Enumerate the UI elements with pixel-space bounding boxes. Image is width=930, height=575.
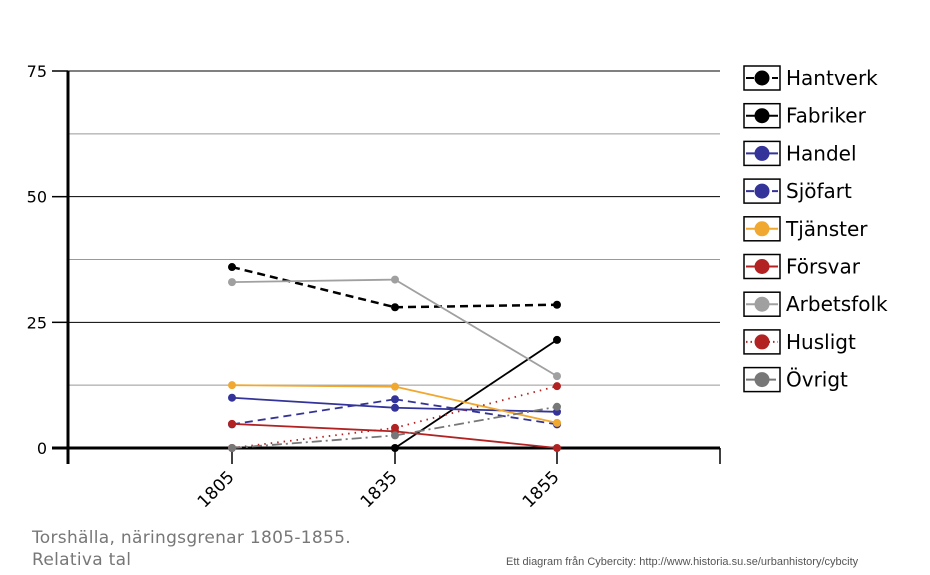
legend-label-handel: Handel	[786, 141, 857, 165]
series-line-hantverk	[231, 265, 396, 309]
data-point-husligt	[391, 423, 399, 432]
legend-label-hantverk: Hantverk	[786, 66, 878, 90]
series-line-arbetsfolk	[231, 278, 396, 284]
data-point-arbetsfolk	[228, 278, 236, 287]
y-tick-label: 0	[37, 439, 47, 458]
x-tick-label: 1835	[357, 467, 402, 512]
data-point-sjöfart	[391, 395, 399, 404]
data-point-övrigt	[391, 431, 399, 440]
caption-title: Torshälla, näringsgrenar 1805-1855.	[32, 528, 351, 548]
data-point-hantverk	[553, 300, 561, 309]
data-point-fabriker	[391, 444, 399, 452]
chart: 0 25 50 75 1805 1835 1855 Hantverk Fabriker Hande…	[27, 62, 888, 512]
series-line-handel	[394, 406, 558, 413]
legend-label-tjänster: Tjänster	[785, 217, 868, 241]
data-point-övrigt	[228, 444, 236, 452]
data-point-övrigt	[553, 402, 561, 411]
series-line-sjöfart	[231, 398, 396, 426]
legend-swatch-dot-handel	[754, 145, 770, 161]
series-line-försvar	[394, 430, 558, 449]
series-line-handel	[231, 396, 396, 409]
legend-swatch-dot-sjöfart	[754, 183, 770, 199]
series-line-sjöfart	[394, 398, 558, 426]
source-credit: Ett diagram från Cybercity: http://www.h…	[506, 556, 859, 568]
series-line-försvar	[231, 422, 396, 433]
series-line-arbetsfolk	[394, 278, 558, 377]
series-line-övrigt	[231, 434, 396, 449]
legend-label-fabriker: Fabriker	[786, 104, 867, 128]
legend-label-försvar: Försvar	[786, 255, 861, 279]
legend-label-övrigt: Övrigt	[786, 368, 848, 392]
series-line-tjänster	[231, 384, 396, 388]
data-point-försvar	[553, 444, 561, 452]
legend-swatch-dot-fabriker	[754, 108, 770, 124]
legend-swatch-dot-arbetsfolk	[754, 296, 770, 312]
series-line-hantverk	[394, 303, 558, 309]
data-point-fabriker	[553, 335, 561, 344]
legend-swatch-dot-övrigt	[754, 372, 770, 388]
data-point-arbetsfolk	[553, 372, 561, 381]
series-line-övrigt	[394, 405, 558, 437]
data-point-handel	[228, 393, 236, 402]
legend-label-sjöfart: Sjöfart	[786, 179, 852, 203]
legend-label-husligt: Husligt	[786, 330, 856, 354]
data-point-arbetsfolk	[391, 275, 399, 284]
legend-swatch-dot-tjänster	[754, 221, 770, 237]
chart-caption: Torshälla, näringsgrenar 1805-1855. Rela…	[32, 527, 351, 571]
data-point-tjänster	[228, 381, 236, 390]
x-tick-label: 1855	[519, 467, 564, 512]
legend-swatch-dot-hantverk	[754, 70, 770, 86]
series-line-husligt	[231, 427, 396, 449]
data-point-husligt	[553, 382, 561, 391]
y-tick-label: 50	[27, 188, 47, 207]
data-point-hantverk	[391, 303, 399, 312]
series-line-tjänster	[394, 385, 558, 424]
legend-swatch-dot-försvar	[754, 259, 770, 274]
caption-subtitle: Relativa tal	[32, 550, 132, 570]
y-tick-label: 25	[27, 313, 47, 332]
legend-swatch-dot-husligt	[754, 334, 770, 350]
data-point-tjänster	[391, 382, 399, 391]
y-tick-label: 75	[27, 62, 47, 81]
x-tick-label: 1805	[194, 467, 239, 512]
data-point-försvar	[228, 419, 236, 428]
legend-label-arbetsfolk: Arbetsfolk	[786, 292, 888, 316]
data-point-hantverk	[228, 263, 236, 272]
data-point-handel	[391, 403, 399, 412]
data-point-tjänster	[553, 418, 561, 427]
